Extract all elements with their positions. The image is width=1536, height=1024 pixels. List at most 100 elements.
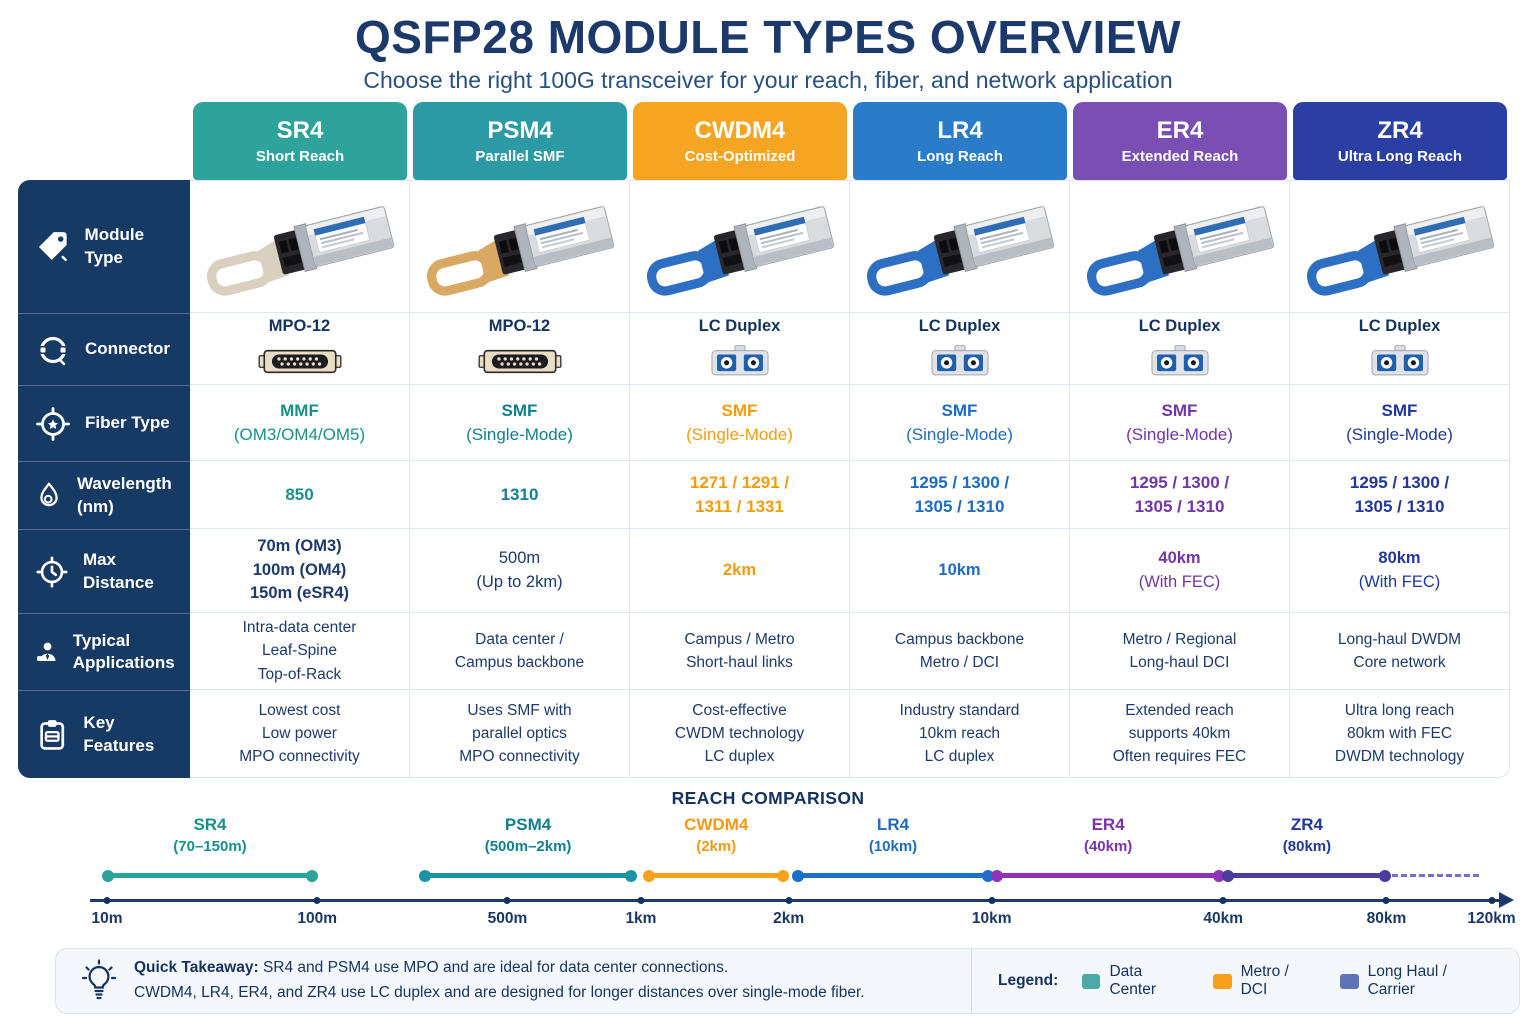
cell-cwdm4-features: Cost-effective CWDM technology LC duplex <box>630 690 850 778</box>
tag-icon <box>38 231 67 261</box>
cell-line: Short-haul links <box>686 654 793 671</box>
page-title: QSFP28 MODULE TYPES OVERVIEW <box>355 11 1181 63</box>
cell-line: 10km reach <box>919 724 1000 742</box>
segment-range: (80km) <box>1282 838 1332 855</box>
legend-swatch <box>1340 973 1359 989</box>
lightbulb-icon <box>81 959 117 1000</box>
legend-item-metro-dci: Metro / DCI <box>1213 963 1316 999</box>
cell-cwdm4-wavelength: 1271 / 1291 / 1311 / 1331 <box>630 461 850 529</box>
connector-label: LC Duplex <box>698 317 781 335</box>
cell-line: Metro / DCI <box>919 654 1000 671</box>
reach-segment-label-er4: ER4 (40km) <box>1084 815 1132 855</box>
tick-label-80km: 80km <box>1366 910 1407 927</box>
axis-arrowhead <box>1499 892 1514 908</box>
cell-zr4-wavelength: 1295 / 1300 / 1305 / 1310 <box>1290 461 1510 529</box>
cell-line: (Single-Mode) <box>1346 424 1453 444</box>
cell-line: 1305 / 1310 <box>1134 496 1225 516</box>
legend-label: Legend: <box>998 972 1059 989</box>
cell-er4-wavelength: 1295 / 1300 / 1305 / 1310 <box>1070 461 1290 529</box>
column-header-psm4: PSM4 Parallel SMF <box>413 102 627 180</box>
cell-line: 80km with FEC <box>1346 724 1453 742</box>
cell-er4-applications: Metro / Regional Long-haul DCI <box>1070 613 1290 690</box>
quick-takeaway-line1: SR4 and PSM4 use MPO and are ideal for d… <box>262 959 729 977</box>
cell-psm4-features: Uses SMF with parallel optics MPO connecti… <box>410 690 630 778</box>
cell-sr4-applications: Intra-data center Leaf-Spine Top-of-Rack <box>190 613 410 690</box>
cell-sr4-wavelength: 850 <box>190 461 410 529</box>
cell-psm4-module <box>410 180 630 313</box>
segment-range: (500m–2km) <box>484 838 572 855</box>
cell-line: (With FEC) <box>1138 572 1221 591</box>
segment-start-dot <box>792 869 805 882</box>
segment-name: PSM4 <box>504 815 552 834</box>
tick-dot-40km <box>1219 896 1227 904</box>
cell-line: Lowest cost <box>258 701 341 719</box>
legend: Legend: Data Center Metro / DCI Long Haul … <box>971 949 1519 1013</box>
lc-duplex-connector-icon <box>1370 345 1429 376</box>
lc-duplex-connector-icon <box>1150 345 1209 376</box>
cell-line: SMF <box>941 400 978 420</box>
cell-cwdm4-module <box>630 180 850 313</box>
reach-segment-sr4 <box>102 869 318 882</box>
reach-axis <box>90 899 1502 902</box>
cell-line: 1305 / 1310 <box>914 496 1005 516</box>
tick-dot-2km <box>785 896 793 904</box>
reach-comparison-section: REACH COMPARISON 10m 100m 500m 1km 2km 10km 40… <box>0 788 1536 941</box>
tick-label-1km: 1km <box>625 910 657 927</box>
cell-line: 150m (eSR4) <box>249 584 350 603</box>
cell-line: (Up to 2km) <box>476 572 563 591</box>
tick-dot-500m <box>503 896 511 904</box>
reach-segment-label-lr4: LR4 (10km) <box>869 815 917 855</box>
legend-item-long-haul-carrier: Long Haul / Carrier <box>1340 963 1493 999</box>
tick-label-120km: 120km <box>1467 910 1516 927</box>
cell-zr4-distance: 80km (With FEC) <box>1290 529 1510 613</box>
column-tagline: Extended Reach <box>1121 148 1239 165</box>
cell-sr4-connector: MPO-12 <box>190 313 410 385</box>
reach-segment-label-sr4: SR4 (70–150m) <box>173 815 246 855</box>
cell-line: (Single-Mode) <box>466 424 573 444</box>
cell-lr4-features: Industry standard 10km reach LC duplex <box>850 690 1070 778</box>
cell-line: MPO connectivity <box>459 748 580 766</box>
cell-line: 1295 / 1300 / <box>909 472 1010 492</box>
tick-label-40km: 40km <box>1203 910 1243 927</box>
reach-segment-cwdm4 <box>643 869 790 882</box>
row-label-max-distance: Max Distance <box>18 529 190 613</box>
column-tagline: Long Reach <box>917 148 1003 165</box>
cell-psm4-wavelength: 1310 <box>410 461 630 529</box>
cell-line: 1295 / 1300 / <box>1129 472 1230 492</box>
legend-item-label: Data Center <box>1109 963 1156 998</box>
cell-cwdm4-fiber: SMF (Single-Mode) <box>630 385 850 461</box>
quick-takeaway-text: Quick Takeaway: SR4 and PSM4 use MPO and… <box>134 956 865 1006</box>
segment-range: (2km) <box>696 838 737 855</box>
column-tagline: Ultra Long Reach <box>1337 148 1463 165</box>
cell-er4-module <box>1070 180 1290 313</box>
port-icon <box>38 336 68 365</box>
tick-dot-120km <box>1488 896 1496 904</box>
row-label-text: Key Features <box>83 713 155 755</box>
quick-takeaway-label: Quick Takeaway: <box>134 959 259 977</box>
column-tagline: Parallel SMF <box>475 148 565 165</box>
cell-lr4-wavelength: 1295 / 1300 / 1305 / 1310 <box>850 461 1070 529</box>
cell-line: Low power <box>262 724 337 742</box>
segment-range: (70–150m) <box>173 838 247 855</box>
segment-end-dot <box>777 869 790 882</box>
cell-line: Top-of-Rack <box>257 665 342 683</box>
cell-sr4-distance: 70m (OM3) 100m (OM4) 150m (eSR4) <box>190 529 410 613</box>
segment-end-dot <box>305 869 318 882</box>
cell-zr4-module <box>1290 180 1510 313</box>
tick-dot-10km <box>988 896 996 904</box>
tick-dot-1km <box>637 896 645 904</box>
qsfp28-module-illustration <box>426 205 614 296</box>
cell-line: SMF <box>501 400 538 420</box>
row-label-text: Wavelength (nm) <box>76 474 172 516</box>
droplet-icon <box>40 481 58 506</box>
cell-line: 1310 <box>500 484 539 504</box>
cell-psm4-applications: Data center / Campus backbone <box>410 613 630 690</box>
segment-start-dot <box>1222 869 1235 882</box>
tick-label-10km: 10km <box>971 910 1012 927</box>
stopwatch-icon <box>36 555 68 588</box>
cell-line: parallel optics <box>472 724 567 742</box>
reach-segment-zr4 <box>1222 869 1392 882</box>
cell-line: Campus / Metro <box>684 630 795 648</box>
connector-label: LC Duplex <box>1138 317 1221 335</box>
